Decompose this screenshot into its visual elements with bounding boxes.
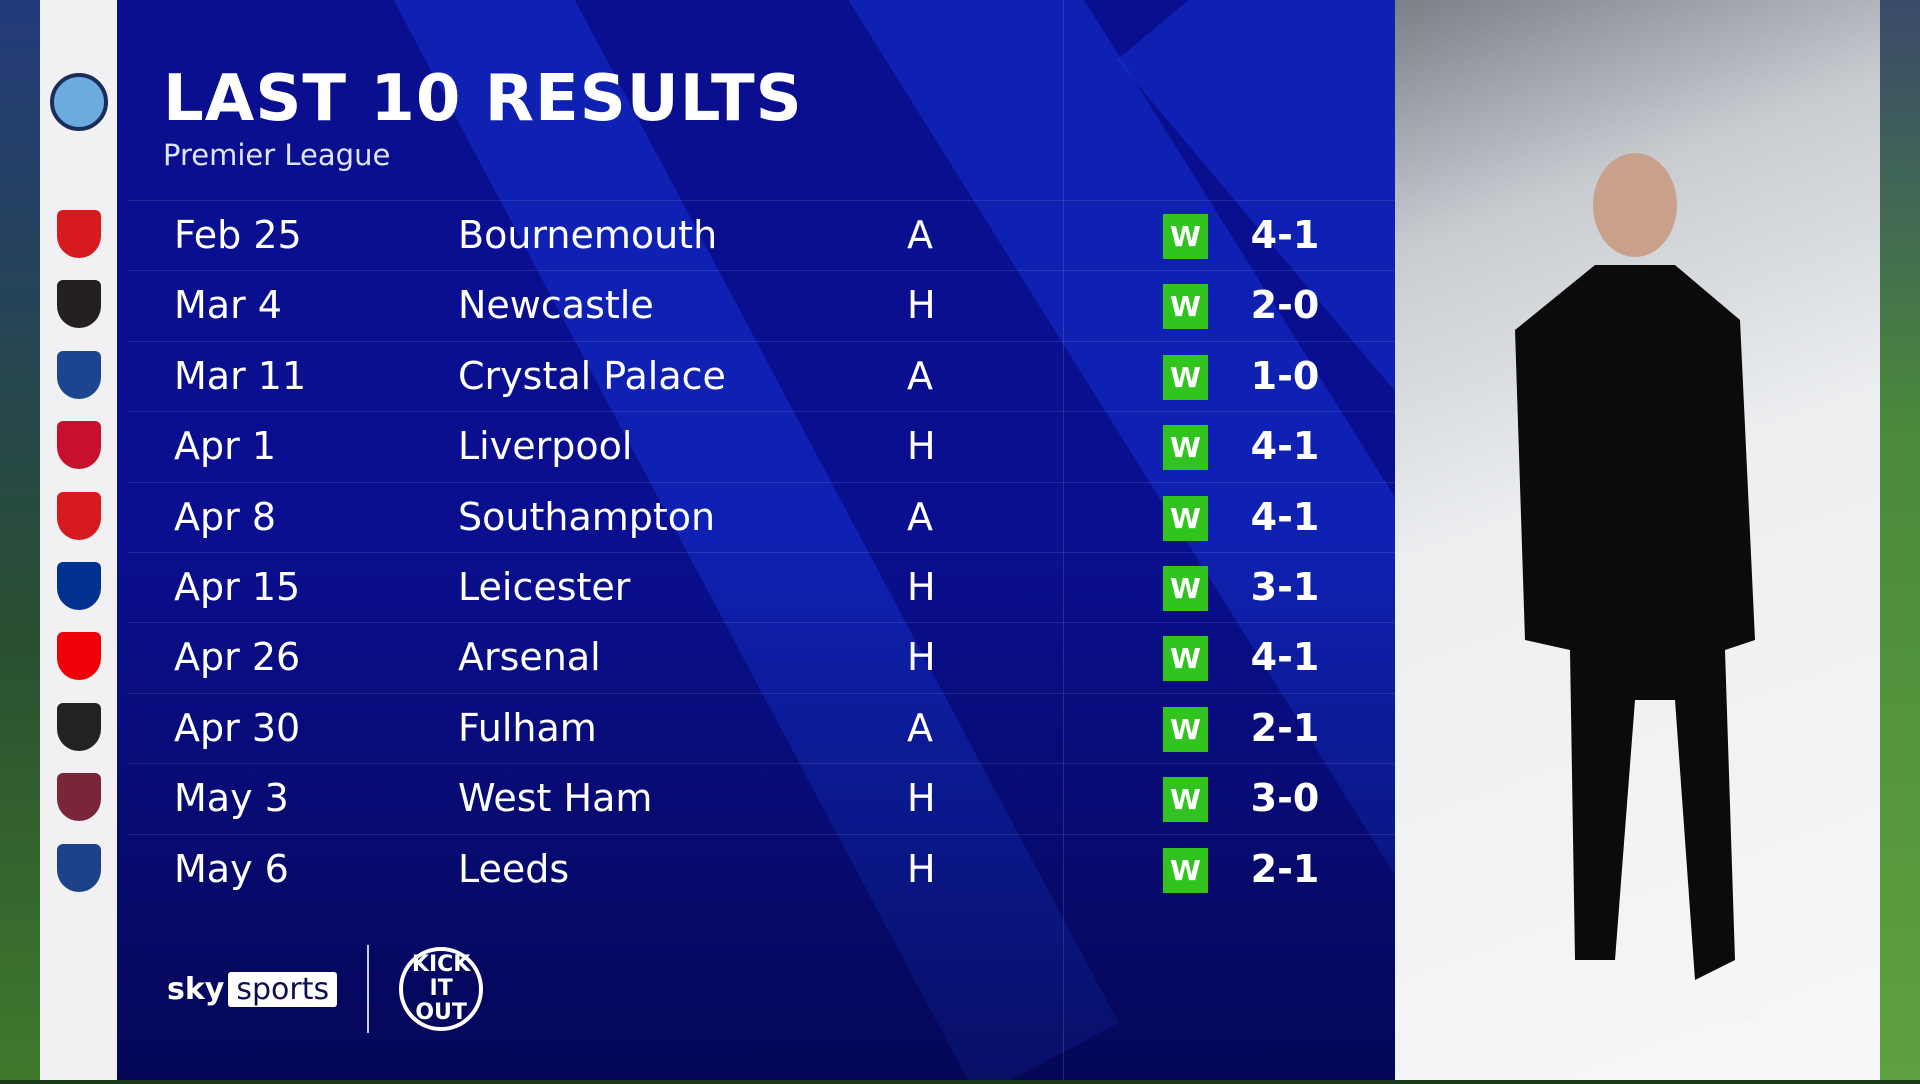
kick-it-out-logo: KICK IT OUT xyxy=(399,947,484,1031)
result-row: May 6 Leeds H W 2-1 xyxy=(127,833,1395,904)
opponent-name: West Ham xyxy=(458,776,653,821)
opponent-name: Southampton xyxy=(458,494,716,539)
score: 3-1 xyxy=(1250,564,1320,609)
score: 2-0 xyxy=(1250,283,1320,328)
match-date: Apr 26 xyxy=(174,635,301,680)
score: 4-1 xyxy=(1250,424,1320,469)
score: 4-1 xyxy=(1250,635,1320,680)
result-badge: W xyxy=(1163,214,1208,259)
result-badge: W xyxy=(1163,354,1208,400)
stadium-background-right xyxy=(1880,0,1920,1080)
venue: A xyxy=(907,213,933,257)
footer-logos: sky sports KICK IT OUT xyxy=(167,945,484,1033)
manchester-city-crest-icon xyxy=(50,70,108,134)
venue: A xyxy=(907,353,933,398)
match-date: Mar 11 xyxy=(174,353,307,398)
opponent-name: Arsenal xyxy=(458,635,601,680)
opponent-name: Crystal Palace xyxy=(458,353,726,398)
result-badge: W xyxy=(1163,777,1208,823)
opponent-name: Bournemouth xyxy=(458,213,718,257)
result-badge: W xyxy=(1163,495,1208,541)
competition-subtitle: Premier League xyxy=(163,138,391,172)
match-date: May 3 xyxy=(174,776,289,821)
venue: H xyxy=(907,846,936,891)
manager-figure-icon xyxy=(1515,153,1760,1024)
result-badge: W xyxy=(1163,565,1208,611)
venue: H xyxy=(907,283,936,328)
result-row: Mar 11 Crystal Palace A W 1-0 xyxy=(127,340,1395,411)
score: 2-1 xyxy=(1250,846,1320,891)
result-row: Apr 30 Fulham A W 2-1 xyxy=(127,692,1395,763)
opponent-crest-icon xyxy=(50,701,108,753)
result-row: Feb 25 Bournemouth A W 4-1 xyxy=(127,200,1395,270)
sky-sports-logo: sky sports xyxy=(167,971,338,1007)
opponent-crest-icon xyxy=(50,771,108,823)
opponent-name: Leeds xyxy=(458,846,570,891)
opponent-crest-icon xyxy=(50,278,108,330)
result-row: Apr 26 Arsenal H W 4-1 xyxy=(127,622,1395,692)
match-date: Mar 4 xyxy=(174,283,282,328)
opponent-crest-icon xyxy=(50,419,108,471)
stadium-background-left xyxy=(0,0,40,1080)
manager-photo xyxy=(1395,0,1880,1080)
results-panel: LAST 10 RESULTS Premier League Feb 25 Bo… xyxy=(117,0,1395,1080)
score: 4-1 xyxy=(1250,213,1320,257)
match-date: Apr 30 xyxy=(174,705,301,750)
match-date: May 6 xyxy=(174,846,289,891)
result-row: Apr 15 Leicester H W 3-1 xyxy=(127,551,1395,622)
result-badge: W xyxy=(1163,636,1208,682)
column-divider xyxy=(1063,0,1064,1080)
opponent-name: Leicester xyxy=(458,564,631,609)
venue: H xyxy=(907,635,936,680)
venue: A xyxy=(907,705,933,750)
result-badge: W xyxy=(1163,425,1208,471)
opponent-crest-icon xyxy=(50,560,108,612)
opponent-crest-icon xyxy=(50,208,108,260)
opponent-crest-icon xyxy=(50,490,108,542)
opponent-crest-icon xyxy=(50,349,108,401)
match-date: Apr 8 xyxy=(174,494,276,539)
match-date: Feb 25 xyxy=(174,213,302,257)
result-row: Apr 8 Southampton A W 4-1 xyxy=(127,481,1395,552)
venue: H xyxy=(907,776,936,821)
venue: H xyxy=(907,564,936,609)
opponent-name: Newcastle xyxy=(458,283,654,328)
score: 1-0 xyxy=(1250,353,1320,398)
venue: A xyxy=(907,494,933,539)
opponent-name: Fulham xyxy=(458,705,597,750)
score: 2-1 xyxy=(1250,705,1320,750)
result-badge: W xyxy=(1163,847,1208,893)
opponent-name: Liverpool xyxy=(458,424,633,469)
venue: H xyxy=(907,424,936,469)
opponent-crest-icon xyxy=(50,842,108,894)
score: 3-0 xyxy=(1250,776,1320,821)
score: 4-1 xyxy=(1250,494,1320,539)
match-date: Apr 15 xyxy=(174,564,301,609)
result-badge: W xyxy=(1163,706,1208,752)
result-row: Apr 1 Liverpool H W 4-1 xyxy=(127,411,1395,481)
result-row: May 3 West Ham H W 3-0 xyxy=(127,763,1395,833)
opponent-crest-icon xyxy=(50,630,108,682)
footer-divider xyxy=(367,945,370,1033)
result-badge: W xyxy=(1163,284,1208,330)
page-title: LAST 10 RESULTS xyxy=(163,62,803,136)
results-list: Feb 25 Bournemouth A W 4-1 Mar 4 Newcastl… xyxy=(127,200,1395,904)
crest-column xyxy=(40,0,117,1080)
result-row: Mar 4 Newcastle H W 2-0 xyxy=(127,270,1395,340)
match-date: Apr 1 xyxy=(174,424,276,469)
